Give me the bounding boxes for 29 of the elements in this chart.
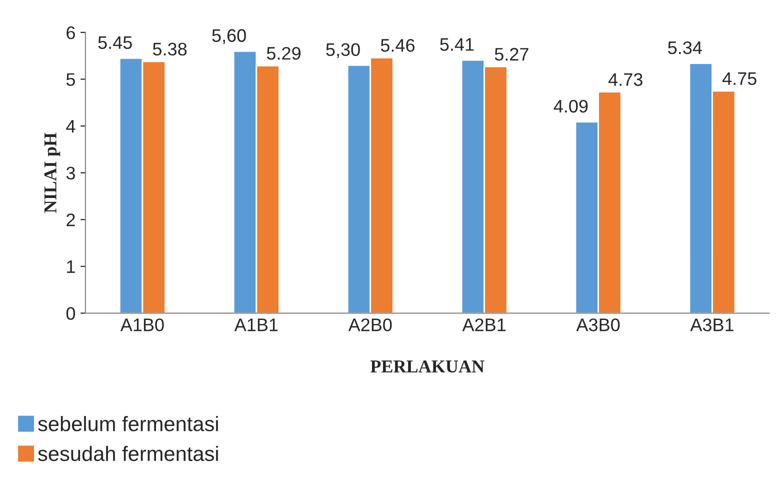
y-tick-label: 4 (66, 120, 76, 133)
x-tick-label: A2B1 (462, 318, 506, 332)
data-label: 5.38 (152, 42, 187, 56)
data-label: 4.73 (608, 73, 642, 86)
x-tick-label: A1B0 (120, 318, 164, 332)
x-tick-label: A2B0 (348, 318, 392, 332)
x-tick-label: A3B0 (576, 318, 620, 332)
data-label: 5,60 (212, 29, 246, 44)
data-label: 5,30 (326, 43, 360, 58)
legend-label: sesudah fermentasi (38, 446, 218, 462)
data-label: 5.46 (380, 39, 414, 52)
data-label: 5.41 (440, 38, 474, 51)
legend-label: sebelum fermentasi (38, 416, 218, 432)
y-tick-label: 0 (66, 307, 76, 320)
data-label: 4.75 (722, 72, 756, 86)
x-tick-label: A1B1 (234, 318, 278, 332)
y-tick-label: 1 (67, 260, 75, 273)
x-axis-title: PERLAKUAN (370, 360, 484, 373)
data-label: 5.34 (668, 41, 702, 54)
data-label: 4.09 (554, 100, 588, 113)
y-tick-label: 6 (66, 26, 75, 40)
x-tick-label: A3B1 (690, 318, 734, 332)
y-tick-label: 5 (66, 73, 75, 86)
y-tick-label: 2 (66, 214, 75, 226)
data-label: 5.29 (266, 46, 300, 60)
data-label: 5.45 (98, 36, 132, 49)
y-tick-label: 3 (66, 166, 75, 180)
data-label: 5.27 (494, 48, 528, 61)
y-axis-title: NILAI pH (44, 132, 60, 213)
